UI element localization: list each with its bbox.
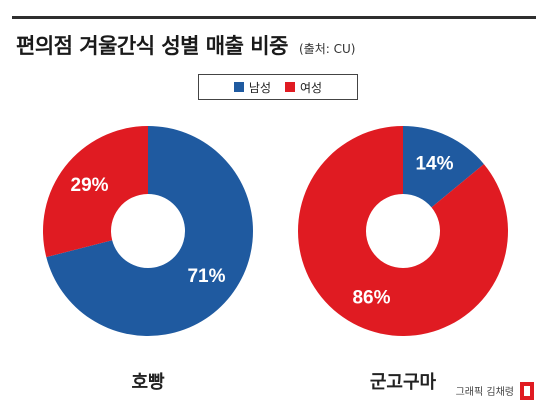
header: 편의점 겨울간식 성별 매출 비중 (출처: CU) xyxy=(16,30,536,66)
slice-value-label: 86% xyxy=(352,287,390,308)
legend-swatch-male xyxy=(233,82,244,92)
donut-slice-female xyxy=(42,126,148,258)
slice-value-label: 29% xyxy=(71,175,109,196)
donut-slice-female xyxy=(298,126,508,336)
source-note: (출처: CU) xyxy=(299,42,356,56)
legend-item-female: 여성 xyxy=(285,79,322,96)
slice-value-label: 14% xyxy=(415,154,453,175)
brand-logo-icon xyxy=(520,382,534,400)
page-title: 편의점 겨울간식 성별 매출 비중 xyxy=(16,34,288,58)
category-label: 군고구마 xyxy=(370,372,437,393)
legend-label-male: 남성 xyxy=(248,80,271,95)
legend-item-male: 남성 xyxy=(233,79,271,96)
legend-label-female: 여성 xyxy=(300,80,323,95)
graphic-credit: 그래픽 김채령 xyxy=(455,387,514,398)
category-label: 호빵 xyxy=(131,372,165,393)
top-rule xyxy=(12,16,536,19)
donut-slice-male xyxy=(46,126,253,336)
legend: 남성 여성 xyxy=(198,74,358,100)
slice-value-label: 71% xyxy=(187,266,225,287)
donut-slice-male xyxy=(403,126,484,208)
legend-swatch-female xyxy=(285,82,295,92)
